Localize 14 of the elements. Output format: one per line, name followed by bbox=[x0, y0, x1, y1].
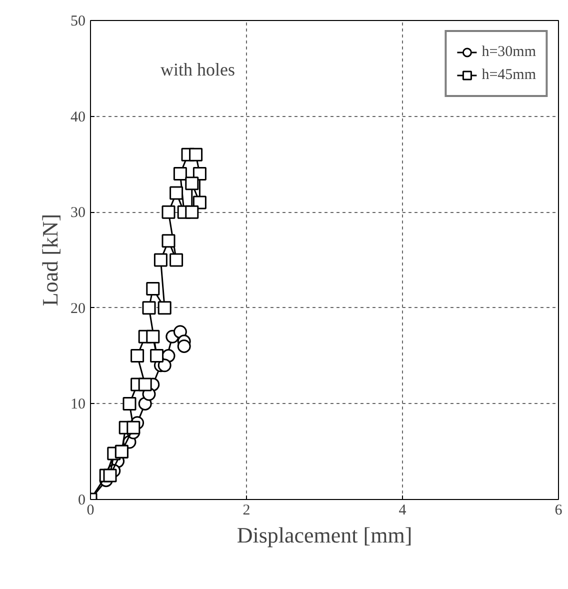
x-tick-label: 4 bbox=[398, 502, 407, 518]
y-tick-label: 20 bbox=[70, 300, 86, 317]
x-tick-label: 2 bbox=[242, 502, 250, 518]
y-tick-label: 30 bbox=[70, 205, 86, 222]
y-tick-label: 40 bbox=[70, 109, 86, 126]
y-tick-label: 0 bbox=[78, 492, 86, 508]
y-axis-title: Load [kN] bbox=[38, 214, 62, 306]
y-tick-label: 50 bbox=[70, 14, 86, 30]
legend-label: h=45mm bbox=[482, 66, 536, 84]
y-tick-label: 10 bbox=[70, 396, 86, 413]
legend-label: h=30mm bbox=[482, 44, 536, 60]
x-axis-title: Displacement [mm] bbox=[236, 522, 412, 548]
x-tick-label: 6 bbox=[554, 502, 563, 518]
annotation: with holes bbox=[160, 60, 235, 80]
